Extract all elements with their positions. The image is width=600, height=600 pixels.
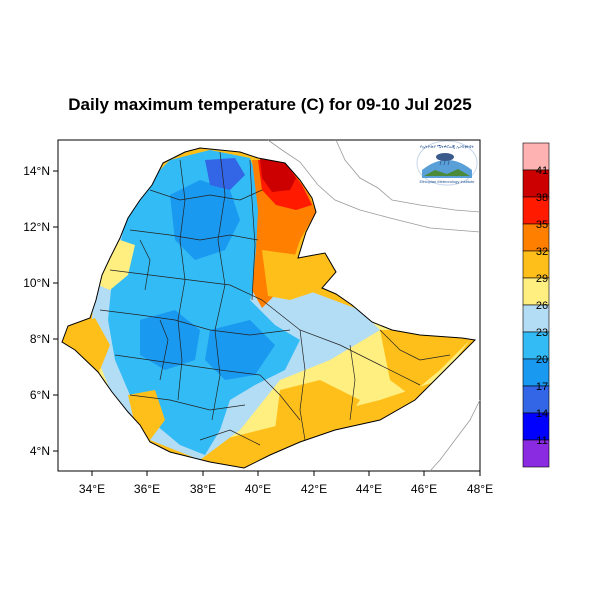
logo-bottom-text: Ethiopian Meteorology Institute (420, 179, 476, 184)
colorbar-label: 35 (536, 219, 548, 231)
colorbar-label: 17 (536, 381, 548, 393)
x-tick-label: 42°E (301, 482, 327, 496)
region-borders (99, 151, 451, 446)
colorbar-label: 29 (536, 273, 548, 285)
colorbar-swatch (522, 358, 550, 387)
x-tick-label: 44°E (356, 482, 382, 496)
field-sw-orange (128, 390, 165, 440)
y-tick-label: 14°N (23, 164, 50, 178)
field-cool-dark-1 (170, 180, 240, 260)
y-tick-label: 8°N (30, 332, 50, 346)
colorbar-swatch (522, 412, 550, 441)
field-west-orange (62, 318, 110, 370)
logo-land-icon (424, 169, 470, 176)
field-cool-dark-3 (205, 320, 275, 380)
colorbar-swatch (522, 385, 550, 414)
x-tick-label: 36°E (134, 482, 160, 496)
colorbar-label: 14 (536, 408, 548, 420)
colorbar-label: 23 (536, 327, 548, 339)
colorbar-swatch (522, 277, 550, 306)
neighbor-borders (267, 139, 481, 472)
colorbar-swatch (522, 223, 550, 252)
y-tick-label: 4°N (30, 444, 50, 458)
field-south-orange (275, 380, 360, 440)
field-cool-dark-2 (140, 310, 200, 370)
y-axis: 14°N 12°N 10°N 8°N 6°N 4°N (23, 164, 58, 458)
field-east-orange (262, 250, 336, 300)
x-axis: 34°E 36°E 38°E 40°E 42°E 44°E 46°E 48°E (79, 471, 493, 496)
logo-cloud-icon (436, 153, 454, 161)
field-cool-darkest (205, 158, 245, 190)
colorbar-label: 26 (536, 300, 548, 312)
logo-top-text: የኢትዮጵያ ሜትዎሮሎጂ ኢንስቲትዩት (420, 144, 474, 149)
colorbar-label: 32 (536, 246, 548, 258)
field-cool (108, 150, 300, 455)
colorbar-swatch (522, 331, 550, 360)
colorbar-label: 41 (536, 165, 548, 177)
x-tick-label: 38°E (190, 482, 216, 496)
colorbar-swatch (522, 439, 550, 468)
colorbar-swatch (522, 169, 550, 198)
colorbar-swatch (522, 304, 550, 333)
x-tick-label: 46°E (411, 482, 437, 496)
colorbar-label: 20 (536, 354, 548, 366)
x-tick-label: 34°E (79, 482, 105, 496)
logo-rain-icon (439, 160, 450, 166)
colorbar: 41 38 35 32 29 26 23 20 17 14 11 (522, 142, 550, 468)
colorbar-label: 11 (536, 435, 547, 447)
x-tick-label: 40°E (245, 482, 271, 496)
field-very-hot (260, 158, 296, 192)
y-tick-label: 6°N (30, 388, 50, 402)
colorbar-label: 38 (536, 192, 548, 204)
y-tick-label: 10°N (23, 276, 50, 290)
colorbar-swatch (522, 196, 550, 225)
y-tick-label: 12°N (23, 220, 50, 234)
x-tick-label: 48°E (467, 482, 493, 496)
field-west-yellow (98, 240, 135, 290)
colorbar-swatch (522, 250, 550, 279)
colorbar-swatch (522, 142, 550, 171)
institute-logo: የኢትዮጵያ ሜትዎሮሎጂ ኢንስቲትዩት Ethiopian Meteorol… (416, 140, 478, 186)
field-se-orange (380, 330, 470, 395)
page-title: Daily maximum temperature (C) for 09-10 … (68, 95, 472, 114)
